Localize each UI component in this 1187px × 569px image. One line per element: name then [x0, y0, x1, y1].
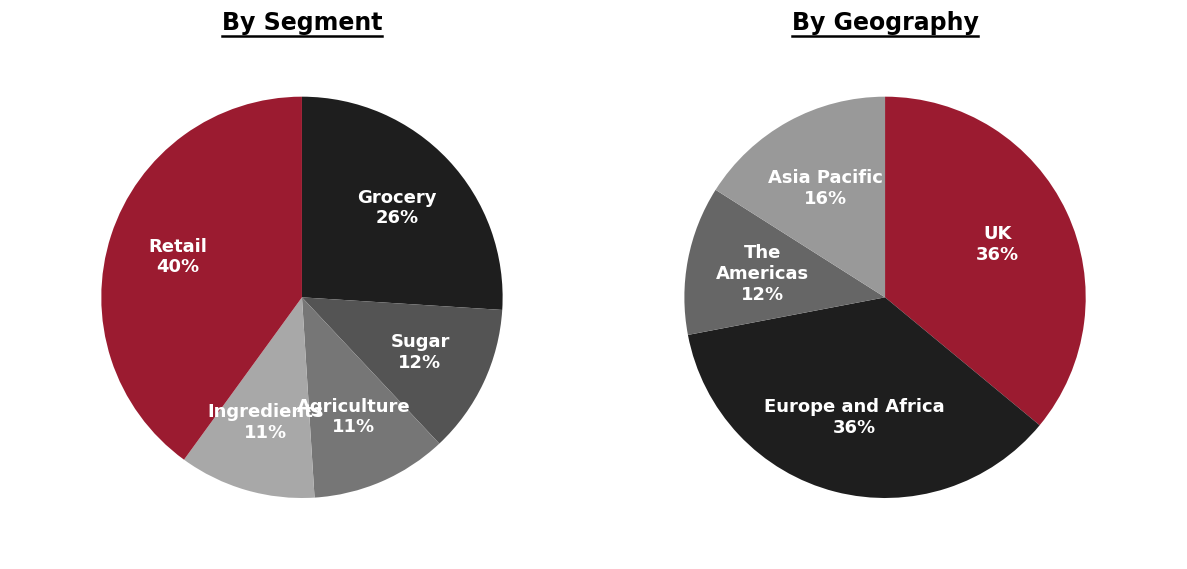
- Wedge shape: [886, 97, 1086, 425]
- Text: Europe and Africa
36%: Europe and Africa 36%: [763, 398, 945, 437]
- Text: Sugar
12%: Sugar 12%: [391, 333, 450, 372]
- Text: Grocery
26%: Grocery 26%: [357, 189, 437, 228]
- Wedge shape: [685, 190, 886, 335]
- Wedge shape: [716, 97, 886, 298]
- Text: The
Americas
12%: The Americas 12%: [716, 244, 810, 304]
- Text: Retail
40%: Retail 40%: [148, 238, 208, 277]
- Text: Agriculture
11%: Agriculture 11%: [297, 398, 411, 436]
- Text: Ingredients
11%: Ingredients 11%: [208, 403, 324, 442]
- Text: UK
36%: UK 36%: [976, 225, 1020, 264]
- Wedge shape: [101, 97, 301, 460]
- Title: By Segment: By Segment: [222, 11, 382, 35]
- Wedge shape: [301, 97, 502, 310]
- Title: By Geography: By Geography: [792, 11, 978, 35]
- Wedge shape: [301, 298, 439, 498]
- Wedge shape: [184, 298, 315, 498]
- Text: Asia Pacific
16%: Asia Pacific 16%: [768, 169, 883, 208]
- Wedge shape: [688, 298, 1040, 498]
- Wedge shape: [301, 298, 502, 444]
